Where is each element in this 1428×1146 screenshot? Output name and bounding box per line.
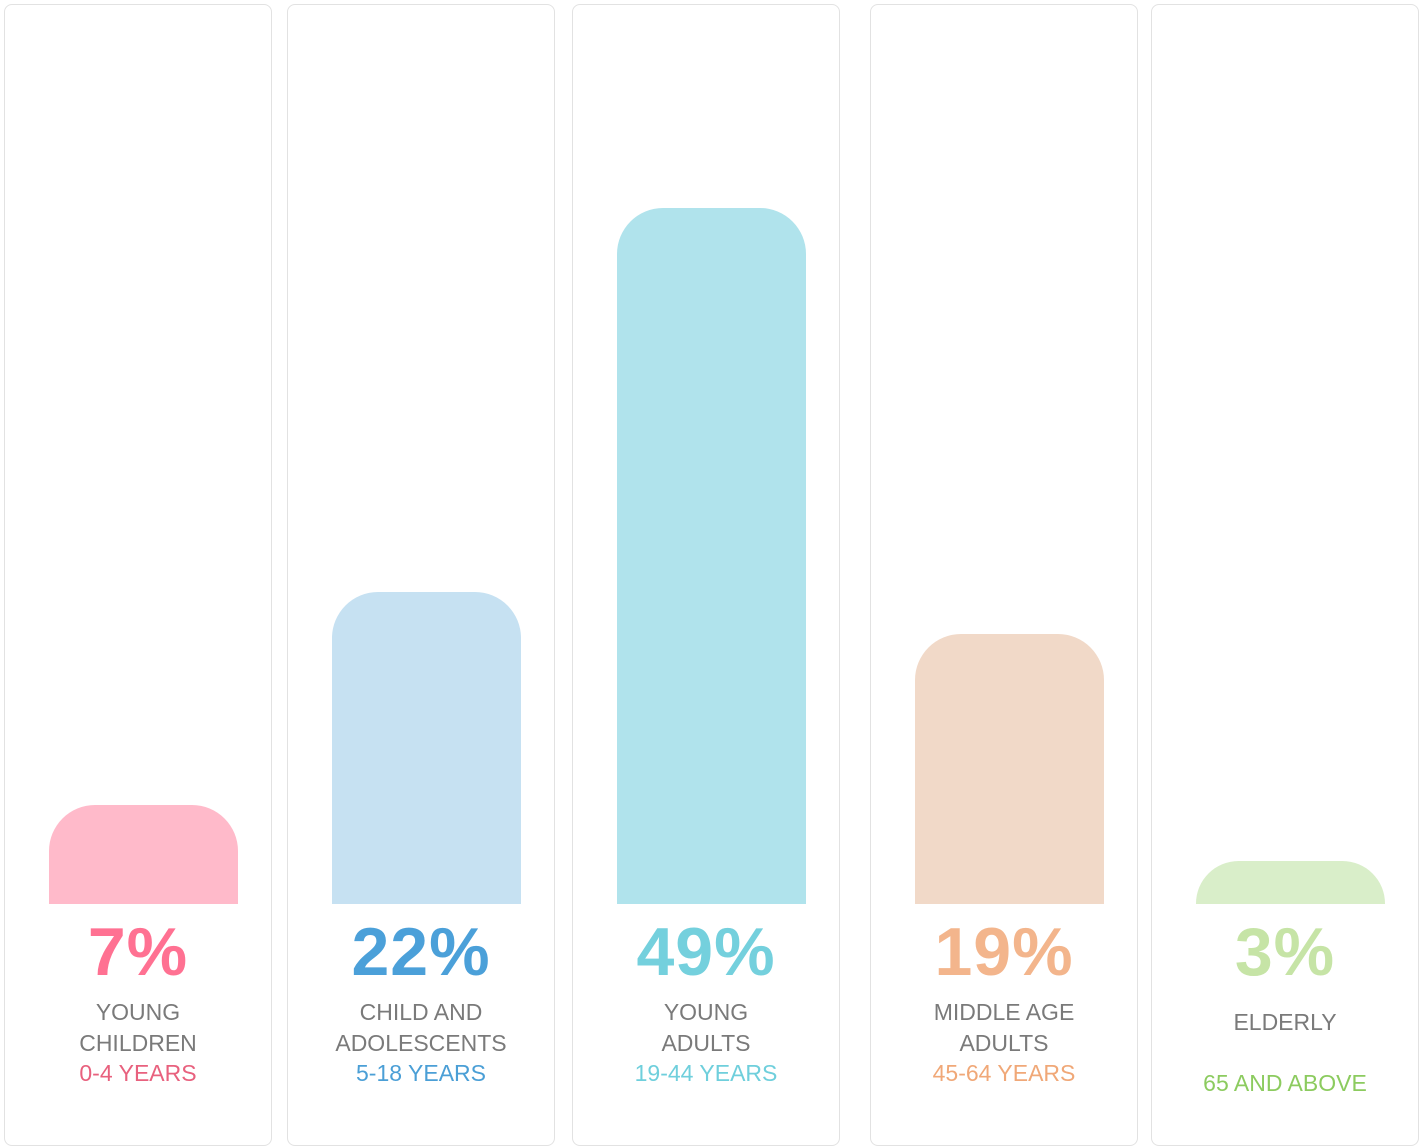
category-label: YOUNG CHILDREN [5,997,271,1059]
bar [915,634,1104,904]
bar [1196,861,1385,904]
page: 7%YOUNG CHILDREN0-4 YEARS 22%CHILD AND AD… [0,0,1428,1126]
age-range: 19-44 YEARS [573,1058,839,1089]
bar [617,208,806,904]
value-label: 19% [871,913,1137,991]
value-label: 22% [288,913,554,991]
category-label: YOUNG ADULTS [573,997,839,1059]
category-label: MIDDLE AGE ADULTS [871,997,1137,1059]
age-range: 0-4 YEARS [5,1058,271,1089]
category-card: 3% ELDERLY 65 AND ABOVE [1151,4,1419,1146]
age-range: 45-64 YEARS [871,1058,1137,1089]
bar [332,592,521,904]
value-label: 3% [1152,913,1418,991]
value-label: 49% [573,913,839,991]
age-range: 5-18 YEARS [288,1058,554,1089]
age-range: 65 AND ABOVE [1152,1068,1418,1099]
category-label: CHILD AND ADOLESCENTS [288,997,554,1059]
category-label: ELDERLY [1152,1007,1418,1038]
value-label: 7% [5,913,271,991]
bar [49,805,238,904]
